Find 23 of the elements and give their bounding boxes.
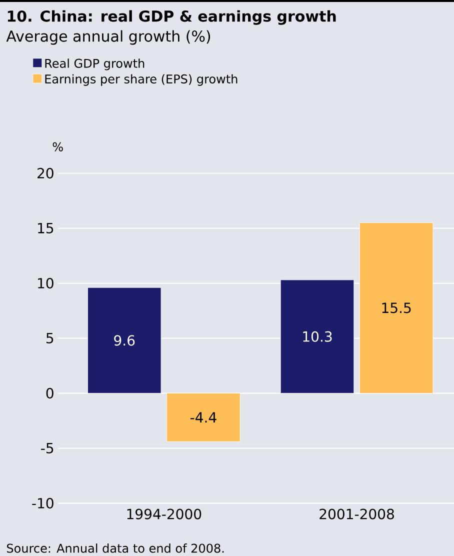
y-tick-label: 0 <box>46 388 54 398</box>
y-tick-label: -5 <box>41 442 54 454</box>
y-tick-label: 20 <box>38 168 54 178</box>
y-tick-label: -10 <box>32 498 54 508</box>
data-label: 15.5 <box>382 302 411 314</box>
bar <box>166 392 240 442</box>
bar <box>88 287 162 394</box>
x-tick-label: 2001-2008 <box>320 508 394 520</box>
bar <box>359 222 434 394</box>
y-tick-label: 15 <box>38 222 54 234</box>
data-label: 10.3 <box>303 331 332 342</box>
y-axis-title: % <box>52 142 63 152</box>
chart-title: 10. China: real GDP & earnings growth <box>8 10 336 25</box>
data-label: -4.4 <box>190 412 216 422</box>
chart-subtitle: Average annual growth (%) <box>6 30 210 45</box>
y-tick-label: 10 <box>38 278 54 288</box>
source-note: Source: Annual data to end of 2008. <box>6 544 224 553</box>
data-label: 9.6 <box>114 335 135 346</box>
y-tick-label: 5 <box>46 332 54 344</box>
legend-label: Earnings per share (EPS) growth <box>45 74 238 86</box>
x-tick-label: 1994-2000 <box>127 508 202 520</box>
legend-label: Real GDP growth <box>45 58 144 70</box>
bar <box>280 280 354 394</box>
